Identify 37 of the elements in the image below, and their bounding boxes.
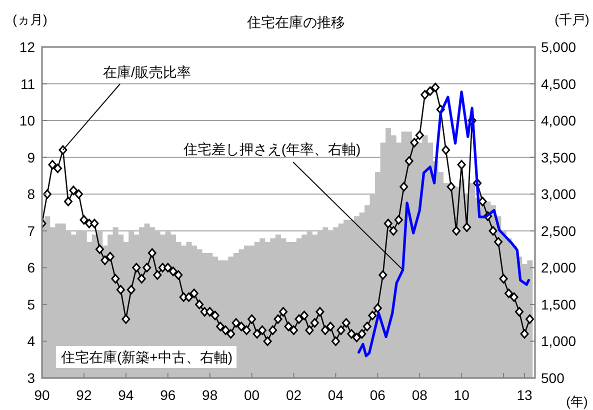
y2-tick-label: 4,000	[541, 112, 576, 129]
y2-tick-label: 3,500	[541, 149, 576, 166]
y-tick-label: 10	[19, 112, 36, 129]
x-tick-label: 10	[454, 387, 470, 403]
chart-title: 住宅在庫の推移	[246, 14, 345, 30]
x-tick-label: 13	[516, 387, 533, 403]
x-tick-label: 08	[412, 387, 428, 403]
y-tick-label: 12	[19, 39, 36, 55]
y-tick-label: 9	[27, 149, 36, 166]
y2-tick-label: 2,000	[541, 260, 576, 276]
y2-tick-label: 2,500	[541, 222, 576, 239]
y-tick-label: 11	[20, 76, 36, 92]
x-tick-label: 94	[118, 387, 134, 403]
x-tick-label: 96	[160, 387, 176, 403]
y2-tick-label: 1,000	[541, 333, 576, 350]
x-tick-label: 98	[202, 387, 218, 403]
y-tick-label: 4	[27, 333, 36, 350]
x-tick-label: 92	[76, 387, 92, 403]
y-axis-title: (ヵ月)	[12, 12, 48, 27]
y2-tick-label: 3,000	[541, 186, 576, 202]
x-tick-label: 06	[370, 387, 386, 403]
y-tick-label: 3	[27, 370, 36, 386]
y2-tick-label: 5,000	[541, 39, 576, 55]
y-tick-label: 5	[27, 296, 36, 312]
y-tick-label: 7	[27, 222, 36, 239]
x-axis-title: (年)	[566, 394, 588, 409]
x-tick-label: 00	[244, 387, 260, 403]
y2-tick-label: 4,500	[541, 76, 576, 92]
series-label: 住宅在庫(新築+中古、右軸)	[60, 349, 232, 365]
y-tick-label: 6	[27, 260, 36, 276]
y2-tick-label: 1,500	[541, 296, 576, 312]
y2-axis-title: (千戸)	[554, 12, 590, 27]
x-tick-label: 04	[328, 387, 344, 403]
x-tick-label: 90	[34, 387, 50, 403]
y-tick-label: 8	[27, 186, 36, 202]
y2-tick-label: 500	[541, 370, 565, 386]
x-tick-label: 02	[286, 387, 302, 403]
